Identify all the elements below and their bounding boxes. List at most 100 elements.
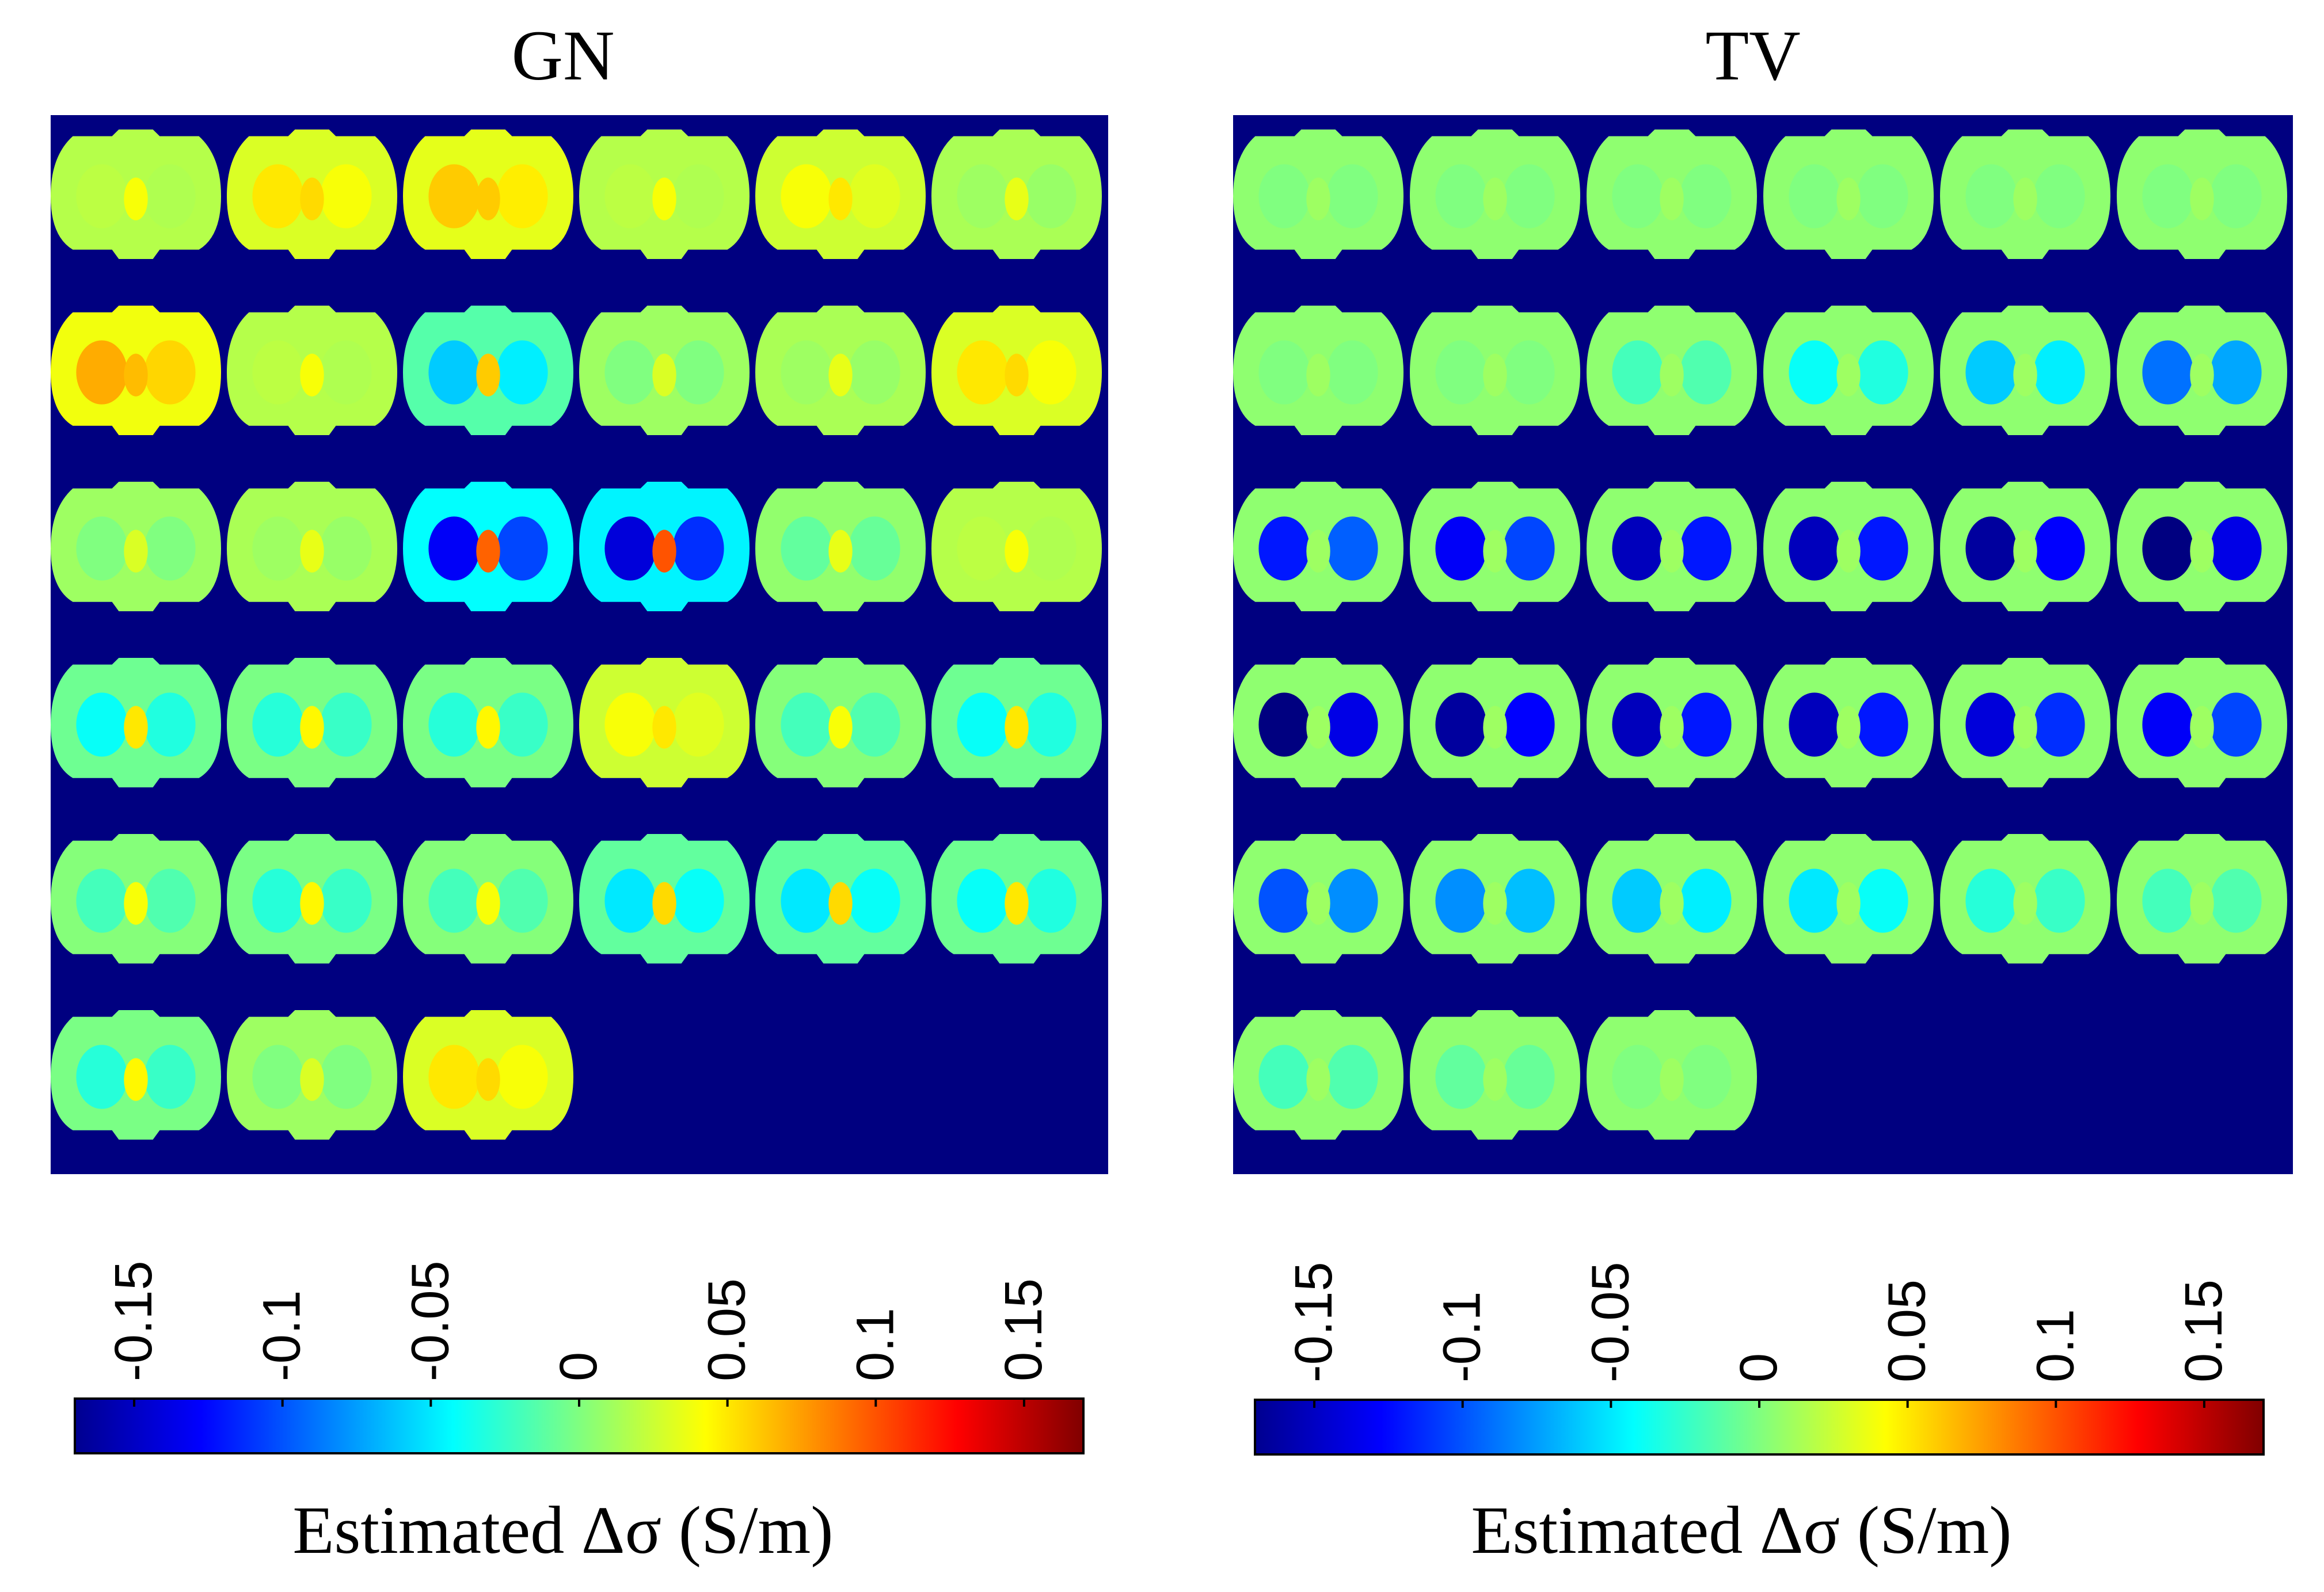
heart-region [1005,177,1029,220]
heart-region [2190,530,2214,573]
colorbar-label-tv: Estimated Δσ (S/m) [1471,1492,2011,1568]
slice-gn-6 [931,130,1102,260]
left-lung-region [604,692,656,757]
right-lung-region [672,164,724,228]
left-lung-region [1258,869,1310,933]
left-lung-region [1435,692,1487,757]
left-lung-region [428,1045,480,1109]
left-lung-region [1435,164,1487,228]
slice-gn-21 [403,658,573,788]
heart-region [2190,177,2214,220]
left-lung-region [1258,692,1310,757]
heart-region [124,353,148,397]
right-lung-region [2033,692,2085,757]
colorbar-tick-label: 0 [1729,1353,1788,1382]
heart-region [476,530,500,573]
slice-tv-23 [1940,658,2110,788]
right-lung-region [672,340,724,405]
slice-gn-12 [931,306,1102,436]
slice-gn-14 [227,482,397,612]
right-lung-region [849,164,900,228]
heart-region [1483,530,1507,573]
right-lung-region [144,692,196,757]
slice-tv-5 [1940,130,2110,260]
heart-region [828,706,853,749]
heart-region [2190,882,2214,925]
slice-gn-8 [227,306,397,436]
slice-tv-10 [1763,306,1934,436]
right-lung-region [1857,340,1908,405]
left-lung-region [76,164,128,228]
slice-tv-6 [2117,130,2287,260]
right-lung-region [320,340,372,405]
slice-gn-28 [579,834,750,964]
heart-region [476,882,500,925]
left-lung-region [1612,1045,1664,1109]
heart-region [2013,882,2037,925]
right-lung-region [672,516,724,581]
left-lung-region [1789,869,1840,933]
left-lung-region [252,692,304,757]
right-lung-region [496,340,548,405]
right-lung-region [2033,869,2085,933]
slice-gn-24 [931,658,1102,788]
right-lung-region [1025,869,1077,933]
colorbar-tick-label: 0 [549,1352,608,1381]
left-lung-region [1789,164,1840,228]
left-lung-region [1789,340,1840,405]
right-lung-region [1025,692,1077,757]
right-lung-region [1503,164,1555,228]
slice-tv-19 [1233,658,1403,788]
right-lung-region [672,692,724,757]
panel-gn: GN -0.15 -0.1 -0.05 0 0.05 0.1 0.15 Estimated … [51,16,1108,1568]
heart-region [1005,882,1029,925]
right-lung-region [2210,164,2262,228]
right-lung-region [1503,516,1555,581]
left-lung-region [252,340,304,405]
slice-tv-18 [2117,482,2287,612]
colorbar-tick-label: -0.1 [253,1290,311,1381]
heart-region [1660,353,1684,397]
left-lung-region [957,164,1009,228]
left-lung-region [1965,164,2017,228]
left-lung-region [604,340,656,405]
heart-region [1306,706,1330,749]
right-lung-region [1025,516,1077,581]
right-lung-region [1326,1045,1378,1109]
slice-tv-4 [1763,130,1934,260]
heart-region [1836,353,1861,397]
right-lung-region [849,516,900,581]
left-lung-region [1965,340,2017,405]
slice-tv-9 [1587,306,1757,436]
heart-region [1660,1058,1684,1101]
heart-region [1836,177,1861,220]
heart-region [476,353,500,397]
heart-region [1483,706,1507,749]
colorbar-ticks-gn: -0.15 -0.1 -0.05 0 0.05 0.1 0.15 [104,1260,1053,1407]
left-lung-region [1435,340,1487,405]
left-lung-region [1789,516,1840,581]
heart-region [124,530,148,573]
heart-region [1483,1058,1507,1101]
left-lung-region [957,516,1009,581]
left-lung-region [781,692,832,757]
left-lung-region [1612,340,1664,405]
right-lung-region [1503,692,1555,757]
heart-region [1306,353,1330,397]
left-lung-region [1435,1045,1487,1109]
heart-region [2013,177,2037,220]
colorbar-tick-label: 0.1 [846,1308,904,1381]
right-lung-region [320,692,372,757]
right-lung-region [320,1045,372,1109]
heart-region [652,706,676,749]
heart-region [1836,530,1861,573]
left-lung-region [428,340,480,405]
right-lung-region [1503,340,1555,405]
montage-tiles-tv [1233,130,2287,1140]
slice-tv-29 [1940,834,2110,964]
slice-tv-28 [1763,834,1934,964]
left-lung-region [252,516,304,581]
heart-region [1306,882,1330,925]
left-lung-region [428,164,480,228]
right-lung-region [1680,1045,1732,1109]
